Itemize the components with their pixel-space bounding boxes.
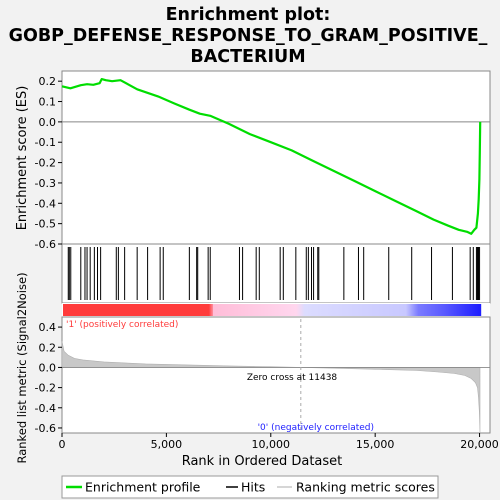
es-ytick-label: -0.5 — [35, 218, 56, 231]
es-ytick-label: -0.2 — [35, 157, 56, 170]
metric-panel-frame — [61, 316, 491, 434]
x-axis-label: Rank in Ordered Dataset — [182, 454, 343, 469]
es-panel-frame — [61, 70, 491, 245]
chart-title-line-2: GOBP_DEFENSE_RESPONSE_TO_GRAM_POSITIVE_ — [9, 26, 488, 46]
es-ytick-label: -0.3 — [35, 177, 56, 190]
metric-ytick-label: -0.4 — [35, 402, 56, 415]
chart-title-line-1: Enrichment plot: — [166, 5, 331, 25]
hits-layer — [67, 247, 481, 300]
es-ytick-label: 0.0 — [39, 116, 57, 129]
x-tick-label: 10,000 — [252, 438, 291, 451]
x-tick-label: 0 — [59, 438, 66, 451]
metric-ytick-label: -0.2 — [35, 382, 56, 395]
legend-label-ranking: Ranking metric scores — [296, 480, 435, 495]
metric-ytick-label: 0.2 — [39, 341, 57, 354]
chart-title-line-3: BACTERIUM — [190, 47, 305, 67]
negative-correlation-label: '0' (negatively correlated) — [258, 423, 374, 433]
enrichment-profile-line — [61, 77, 482, 235]
ranked-list-heatbar — [63, 304, 482, 316]
zero-cross-label: Zero cross at 11438 — [247, 373, 338, 383]
x-tick-label: 20,000 — [460, 438, 499, 451]
metric-layer — [61, 319, 490, 434]
es-ytick-label: 0.1 — [39, 96, 57, 109]
hits-panel-frame — [61, 243, 491, 304]
metric-ytick-label: 0.4 — [39, 321, 57, 334]
es-ytick-label: 0.2 — [39, 75, 57, 88]
positive-correlation-label: '1' (positively correlated) — [66, 320, 178, 330]
metric-axis-label: Ranked list metric (Signal2Noise) — [15, 272, 29, 463]
es-layer — [61, 77, 490, 235]
es-axis-label: Enrichment score (ES) — [15, 86, 30, 231]
legend-box — [61, 475, 439, 499]
es-ytick-label: -0.1 — [35, 136, 56, 149]
metric-ytick-label: -0.6 — [35, 422, 56, 435]
x-tick-label: 15,000 — [356, 438, 395, 451]
legend-label-hits: Hits — [241, 480, 265, 495]
metric-ytick-label: 0.0 — [39, 361, 57, 374]
legend-label-enrichment: Enrichment profile — [85, 480, 201, 495]
x-tick-label: 5,000 — [151, 438, 183, 451]
es-ytick-label: -0.4 — [35, 197, 56, 210]
ranking-metric-area — [61, 341, 481, 434]
heatbar-layer — [63, 304, 482, 316]
axes-layer: 0.2 0.1 0.0 -0.1 -0.2 -0.3 -0.4 -0.5 -0.6 0.4 0.2 0… — [35, 75, 499, 451]
es-ytick-label: -0.6 — [35, 238, 56, 251]
